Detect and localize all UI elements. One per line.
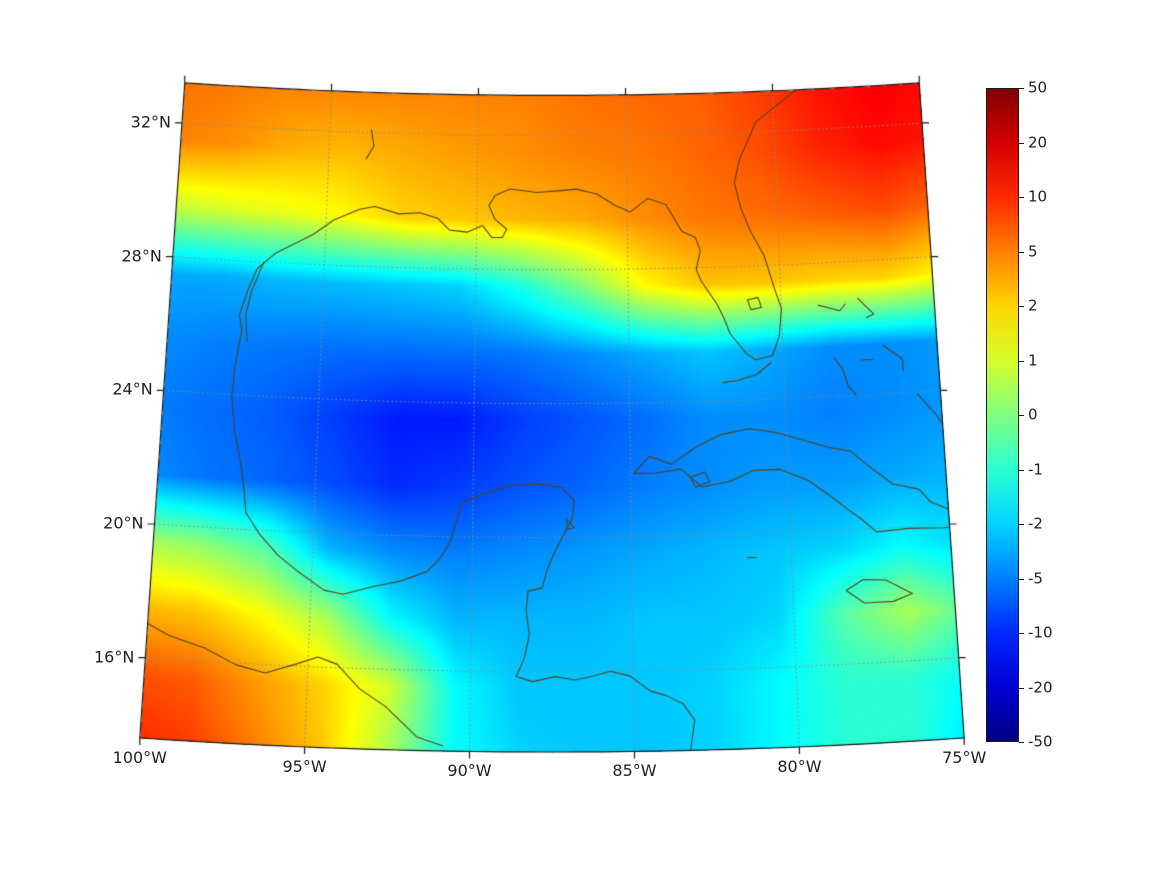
colorbar xyxy=(986,88,1019,742)
